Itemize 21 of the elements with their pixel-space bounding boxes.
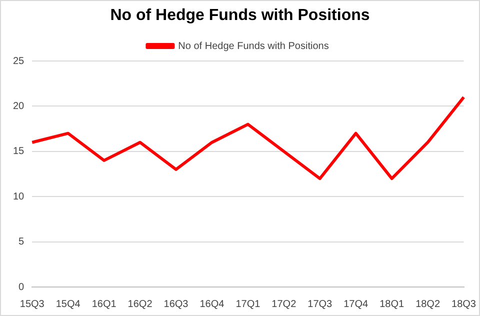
x-tick-label: 16Q4 xyxy=(200,298,225,310)
y-tick-label: 25 xyxy=(13,56,25,67)
x-tick-label: 16Q2 xyxy=(128,298,153,310)
chart-title: No of Hedge Funds with Positions xyxy=(109,7,371,25)
x-tick-label: 16Q1 xyxy=(92,298,117,310)
x-tick-label: 17Q2 xyxy=(272,298,297,310)
x-tick-label: 17Q4 xyxy=(344,298,369,310)
legend-label: No of Hedge Funds with Positions xyxy=(178,40,329,52)
x-tick-label: 16Q3 xyxy=(164,298,189,310)
x-tick-label: 17Q1 xyxy=(236,298,261,310)
y-tick-label: 15 xyxy=(13,146,25,158)
x-tick-label: 15Q3 xyxy=(20,298,45,310)
y-tick-label: 0 xyxy=(18,282,25,293)
y-tick-label: 5 xyxy=(18,236,25,248)
x-tick-label: 18Q2 xyxy=(416,298,440,310)
x-tick-label: 17Q3 xyxy=(308,298,333,310)
x-tick-label: 15Q4 xyxy=(56,298,81,310)
y-tick-label: 10 xyxy=(13,191,25,202)
x-tick-label: 18Q1 xyxy=(380,298,404,310)
x-tick-label: 18Q3 xyxy=(452,298,476,310)
y-tick-label: 20 xyxy=(13,100,25,112)
